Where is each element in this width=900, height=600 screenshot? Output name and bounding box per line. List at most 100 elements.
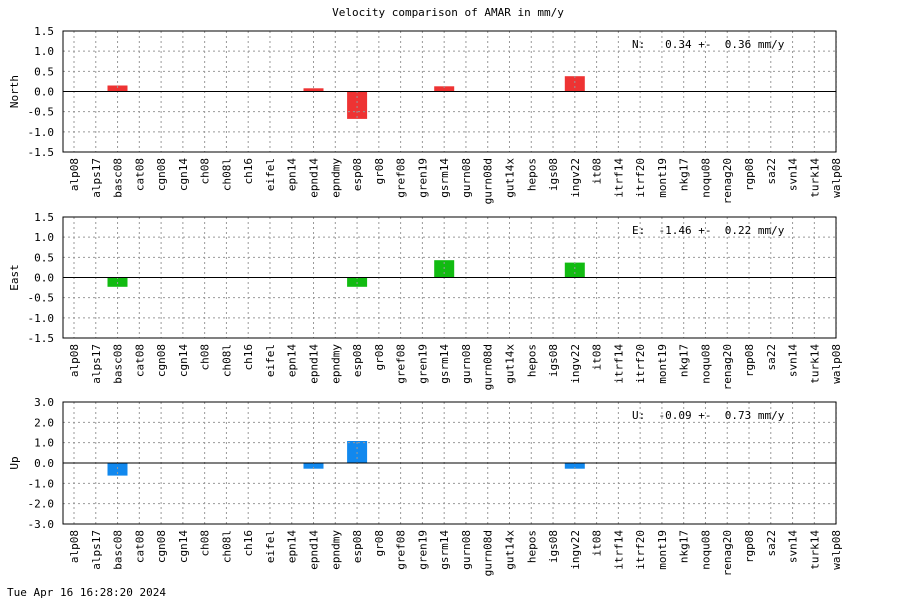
x-tick-label: rgp08 — [743, 530, 756, 563]
y-axis-label: North — [8, 75, 21, 108]
x-tick-label: alp08 — [68, 158, 81, 191]
y-tick-label: -0.5 — [28, 106, 55, 119]
x-tick-label: it08 — [591, 158, 604, 185]
plot-frame — [62, 401, 837, 525]
y-tick-label: 1.0 — [34, 231, 54, 244]
x-tick-label: hepos — [525, 530, 538, 563]
y-tick-label: 0.0 — [34, 272, 54, 285]
y-tick-label: 1.0 — [34, 437, 54, 450]
x-tick-label: itrf14 — [612, 530, 625, 570]
x-tick-label: cgn14 — [177, 158, 190, 191]
x-tick-label: gr08 — [373, 158, 386, 185]
panel-up: 3.0 2.0 1.0 0.0 -1.0 -2.0 -3.0 alp08 alps17 basc0… — [8, 396, 843, 576]
x-tick-label: esp08 — [351, 344, 364, 377]
y-tick-label: 0.0 — [34, 86, 54, 99]
x-tick-label: ch16 — [242, 158, 255, 185]
x-tick-label: ch16 — [242, 344, 255, 371]
x-tick-label: ch08 — [199, 344, 212, 371]
x-tick-label: esp08 — [351, 158, 364, 191]
x-tick-label: gren19 — [416, 158, 429, 198]
bar-basc08 — [107, 85, 128, 92]
x-tick-label: cat08 — [133, 530, 146, 563]
x-tick-label: walp08 — [830, 158, 843, 198]
x-tick-label: eifel — [264, 344, 277, 377]
x-tick-label: epndmy — [329, 530, 342, 570]
bar-ingv22 — [564, 262, 585, 278]
x-tick-label: alps17 — [90, 158, 103, 198]
y-tick-label: 2.0 — [34, 416, 54, 429]
x-tick-label: gren19 — [416, 344, 429, 384]
x-tick-label: turk14 — [808, 344, 821, 384]
x-tick-label: nkg17 — [678, 344, 691, 377]
x-tick-label: sa22 — [765, 530, 778, 557]
x-tick-label: igs08 — [547, 158, 560, 191]
x-tick-label: renag20 — [721, 530, 734, 576]
timestamp-label: Tue Apr 16 16:28:20 2024 — [7, 586, 166, 599]
panel-east: 1.5 1.0 0.5 0.0 -0.5 -1.0 -1.5 alp08 alps17 basc0… — [8, 211, 843, 390]
x-tick-label: cgn08 — [155, 158, 168, 191]
y-axis-label: East — [8, 264, 21, 291]
y-tick-label: -0.5 — [28, 292, 55, 305]
x-tick-label: svn14 — [787, 344, 800, 377]
y-tick-label: 1.5 — [34, 211, 54, 224]
x-tick-label: ingv22 — [569, 158, 582, 198]
x-tick-label: cgn08 — [155, 344, 168, 377]
x-tick-label: gr08 — [373, 530, 386, 557]
x-tick-label: ch16 — [242, 530, 255, 557]
y-tick-label: -1.5 — [28, 146, 55, 159]
chart-panels: 1.5 1.0 0.5 0.0 -0.5 -1.0 -1.5 alp08 alps17 basc0… — [8, 25, 843, 576]
plot-frame — [62, 216, 837, 339]
summary-label: N: 0.34 +- 0.36 mm/y — [632, 38, 785, 51]
x-tick-label: itrf14 — [612, 158, 625, 198]
x-tick-label: epnd14 — [308, 344, 321, 384]
x-tick-label: igs08 — [547, 344, 560, 377]
x-tick-label: noqu08 — [699, 530, 712, 570]
x-tick-label: epn14 — [286, 344, 299, 377]
x-tick-label: cat08 — [133, 158, 146, 191]
y-tick-label: 0.5 — [34, 65, 54, 78]
x-tick-label: sa22 — [765, 158, 778, 185]
x-tick-label: epn14 — [286, 158, 299, 191]
x-tick-label: hepos — [525, 344, 538, 377]
x-tick-label: gurn08d — [482, 344, 495, 390]
y-tick-label: -1.0 — [28, 126, 55, 139]
x-tick-label: eifel — [264, 158, 277, 191]
x-tick-label: it08 — [591, 530, 604, 557]
x-tick-label: cgn08 — [155, 530, 168, 563]
x-tick-label: itrf20 — [634, 158, 647, 198]
x-tick-label: ch08 — [199, 158, 212, 185]
x-tick-label: gut14x — [503, 344, 516, 384]
x-tick-label: itrf20 — [634, 344, 647, 384]
x-tick-label: epnd14 — [308, 158, 321, 198]
x-tick-label: ingv22 — [569, 344, 582, 384]
y-tick-label: -1.0 — [28, 312, 55, 325]
bar-ingv22 — [564, 76, 585, 92]
x-tick-label: it08 — [591, 344, 604, 371]
summary-label: E: -1.46 +- 0.22 mm/y — [632, 224, 785, 237]
x-tick-label: walp08 — [830, 344, 843, 384]
x-tick-label: gsrm14 — [438, 530, 451, 570]
y-tick-label: -2.0 — [28, 498, 55, 511]
x-tick-label: basc08 — [112, 344, 125, 384]
x-tick-label: svn14 — [787, 530, 800, 563]
y-tick-label: 3.0 — [34, 396, 54, 409]
x-tick-label: gurn08d — [482, 530, 495, 576]
x-tick-label: rgp08 — [743, 344, 756, 377]
bar-esp08 — [347, 91, 368, 119]
y-tick-label: 0.5 — [34, 251, 54, 264]
x-tick-label: gsrm14 — [438, 344, 451, 384]
x-tick-label: renag20 — [721, 158, 734, 204]
x-tick-label: gut14x — [503, 530, 516, 570]
x-tick-label: eifel — [264, 530, 277, 563]
y-tick-label: 1.5 — [34, 25, 54, 38]
x-tick-label: ch08l — [220, 530, 233, 563]
y-tick-label: 0.0 — [34, 457, 54, 470]
x-tick-label: ch08l — [220, 344, 233, 377]
x-tick-label: rgp08 — [743, 158, 756, 191]
x-tick-label: noqu08 — [699, 158, 712, 198]
y-tick-label: 1.0 — [34, 45, 54, 58]
x-tick-label: mont19 — [656, 158, 669, 198]
x-tick-label: hepos — [525, 158, 538, 191]
x-tick-label: gref08 — [395, 158, 408, 198]
